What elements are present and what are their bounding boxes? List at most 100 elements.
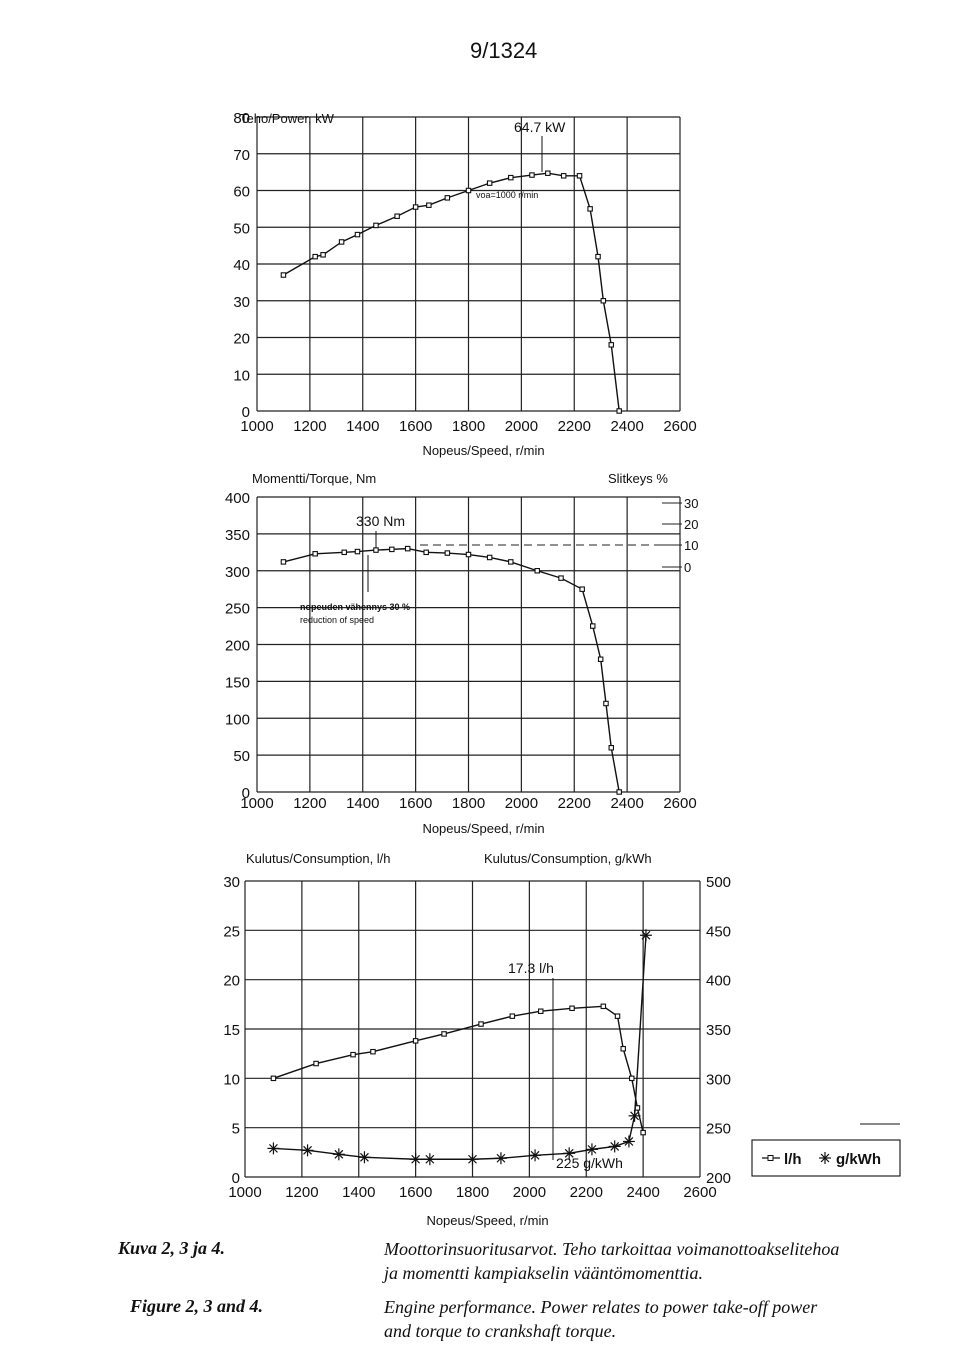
data-point <box>634 1105 641 1111</box>
caption-en-line2: and torque to crankshaft torque. <box>384 1321 617 1341</box>
data-point <box>373 222 379 229</box>
x-tick-label: 2200 <box>570 1184 603 1201</box>
annotation-max-consumption: 17.3 l/h <box>508 960 554 976</box>
y-tick-label: 25 <box>223 923 240 940</box>
y-tick-label: 20 <box>223 973 240 990</box>
data-point-star <box>639 929 652 942</box>
series-line <box>273 935 647 1160</box>
data-point <box>614 1013 621 1019</box>
y2-tick-label: 250 <box>706 1121 731 1138</box>
data-point <box>628 1075 635 1082</box>
data-point-star <box>622 1135 635 1148</box>
x-axis-label: Nopeus/Speed, r/min <box>426 1213 548 1228</box>
y-tick-label: 60 <box>233 184 250 201</box>
data-point <box>537 1008 544 1014</box>
y2-tick-label: 400 <box>706 973 731 990</box>
page-number: 9/1324 <box>470 38 538 63</box>
data-point <box>509 1013 516 1019</box>
y-tick-label: 50 <box>233 748 250 765</box>
y2-tick-label: 0 <box>684 560 691 575</box>
x-tick-label: 2400 <box>610 795 643 812</box>
x-tick-label: 2000 <box>513 1184 546 1201</box>
y-tick-label: 10 <box>223 1071 240 1088</box>
star-stroke <box>468 1154 477 1164</box>
x-tick-label: 1200 <box>285 1184 318 1201</box>
caption-en-label: Figure 2, 3 and 4. <box>130 1296 264 1316</box>
y-tick-label: 250 <box>225 601 250 618</box>
data-point <box>579 586 585 592</box>
x-tick-label: 1000 <box>240 418 273 435</box>
data-point <box>640 1129 646 1136</box>
y-tick-label: 10 <box>233 367 250 384</box>
data-point <box>444 550 451 556</box>
annotation-max-torque: 330 Nm <box>356 513 405 529</box>
star-stroke <box>630 1111 640 1121</box>
data-point-star <box>423 1153 436 1166</box>
annotation-pto-speed: voa=1000 r/min <box>476 190 538 200</box>
data-point <box>560 173 567 179</box>
y-tick-label: 80 <box>233 110 250 127</box>
star-stroke <box>360 1152 369 1162</box>
y2-tick-label: 300 <box>706 1071 731 1088</box>
star-stroke <box>303 1145 312 1155</box>
data-point <box>350 1051 356 1058</box>
y2-axis-label: Kulutus/Consumption, g/kWh <box>484 851 652 866</box>
x-tick-label: 2600 <box>663 418 696 435</box>
y2-tick-label: 20 <box>684 517 698 532</box>
y-tick-label: 5 <box>232 1121 240 1138</box>
data-point <box>389 546 395 553</box>
caption-fi-line2: ja momentti kampiakselin vääntömomenttia… <box>384 1263 703 1283</box>
x-tick-label: 1600 <box>399 1184 432 1201</box>
data-point <box>558 575 564 581</box>
y2-tick-label: 10 <box>684 538 698 553</box>
data-point <box>545 170 551 176</box>
y2-tick-label: 500 <box>706 874 731 891</box>
data-point-star <box>358 1151 371 1164</box>
data-point <box>587 206 593 212</box>
y-tick-label: 30 <box>223 874 240 891</box>
star-stroke <box>641 930 651 940</box>
x-tick-label: 1200 <box>293 795 326 812</box>
data-point <box>534 567 540 574</box>
star-stroke <box>610 1141 620 1151</box>
data-point-star <box>585 1143 598 1156</box>
data-point <box>569 1005 575 1012</box>
data-point <box>608 342 615 348</box>
data-point-star <box>301 1144 314 1157</box>
data-point <box>412 1038 419 1044</box>
annotation-max-power: 64.7 kW <box>514 119 566 135</box>
data-point <box>486 180 493 186</box>
data-point <box>312 551 318 557</box>
x-tick-label: 2200 <box>558 418 591 435</box>
data-point <box>465 187 472 194</box>
data-point-star <box>466 1153 479 1166</box>
y-tick-label: 30 <box>233 294 250 311</box>
data-point-star <box>267 1142 280 1155</box>
data-point-star <box>332 1148 345 1161</box>
annotation-min-specific: 225 g/kWh <box>556 1155 623 1171</box>
data-point <box>354 231 361 238</box>
data-point <box>404 545 411 552</box>
data-point <box>412 204 419 210</box>
series-line <box>273 1005 644 1133</box>
data-point <box>620 1045 626 1052</box>
y-tick-label: 100 <box>225 711 250 728</box>
x-axis-label: Nopeus/Speed, r/min <box>422 821 544 836</box>
star-stroke <box>425 1154 435 1164</box>
legend-label-gkwh: g/kWh <box>836 1151 881 1168</box>
y-axis-label: Teho/Power, kW <box>240 111 335 126</box>
data-point <box>608 744 615 751</box>
y-tick-label: 0 <box>242 404 250 421</box>
y-tick-label: 15 <box>223 1022 240 1039</box>
data-point <box>616 789 622 795</box>
legend-marker-lh <box>767 1155 774 1161</box>
x-tick-label: 1200 <box>293 418 326 435</box>
y-axis-label: Kulutus/Consumption, l/h <box>246 851 391 866</box>
star-stroke <box>530 1150 540 1160</box>
series-line <box>283 172 620 412</box>
y2-axis-label: Slitkeys % <box>608 471 668 486</box>
data-point-star <box>608 1140 621 1153</box>
annotation-speed-reduction-fi: nopeuden vähennys 30 % <box>300 602 410 612</box>
data-point <box>280 272 287 278</box>
